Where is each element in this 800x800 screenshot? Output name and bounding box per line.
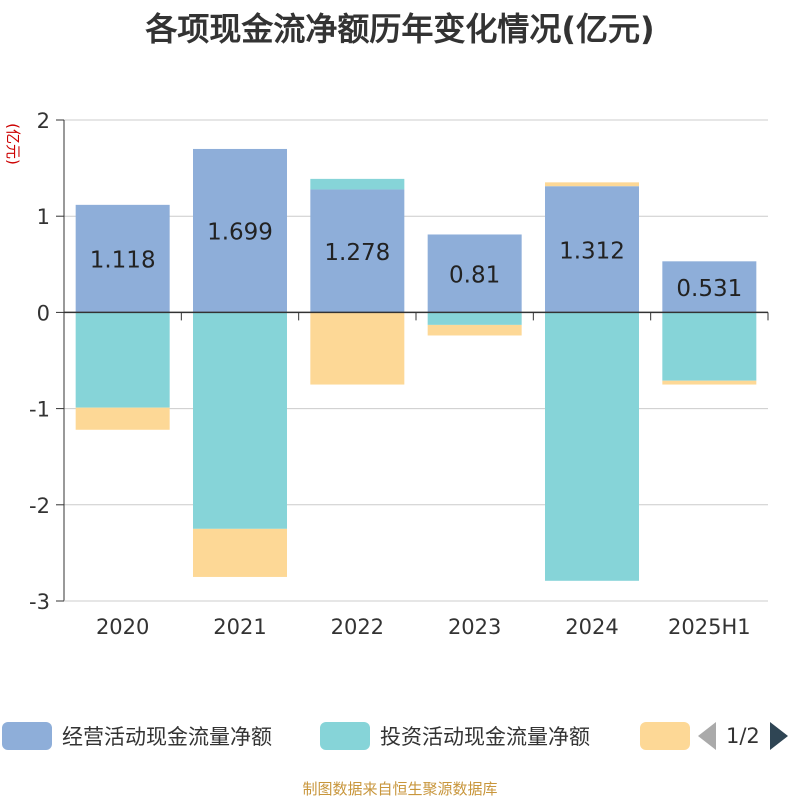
- bar-series0-2021: [193, 148, 287, 313]
- chart-plot: 2 1 0 -1 -2 -3 (亿元) 1.118 1.699 1.278 0.81 1.312 0.5…: [4, 109, 769, 639]
- y-axis-label: (亿元): [4, 123, 22, 165]
- bar-series2-2024: [545, 182, 639, 187]
- legend-next-icon[interactable]: [769, 722, 788, 750]
- bar-series1-2021: [193, 312, 287, 529]
- data-source-note: 制图数据来自恒生聚源数据库: [302, 780, 498, 798]
- bar-series2-2022: [310, 312, 405, 385]
- legend-swatch-investing: [320, 722, 370, 750]
- bar-series2-2021: [193, 528, 287, 577]
- legend-prev-icon[interactable]: [698, 722, 716, 750]
- data-label-2022: 1.278: [324, 240, 390, 266]
- y-tick-label: 2: [37, 109, 50, 133]
- legend-item-operating[interactable]: 经营活动现金流量净额: [2, 716, 272, 756]
- y-tick-label: 1: [37, 205, 50, 229]
- x-tick-label-2021: 2021: [213, 615, 266, 639]
- legend-swatch-operating: [2, 722, 52, 750]
- bar-series1-2023: [427, 312, 522, 325]
- y-tick-label: -3: [29, 590, 50, 614]
- data-label-2020: 1.118: [90, 248, 156, 274]
- bar-series0-2022: [310, 189, 405, 313]
- legend-swatch-third: [640, 722, 690, 750]
- bar-series0-2025H1: [662, 261, 757, 313]
- legend-label-operating: 经营活动现金流量净额: [62, 725, 272, 749]
- y-tick-label: 0: [37, 301, 50, 325]
- data-label-2021: 1.699: [207, 220, 273, 246]
- bar-series2-2025H1: [662, 380, 757, 385]
- bar-series0-2024: [545, 186, 639, 313]
- chart-title: 各项现金流净额历年变化情况(亿元): [145, 10, 655, 48]
- legend-label-investing: 投资活动现金流量净额: [380, 725, 590, 749]
- data-label-2023: 0.81: [449, 262, 500, 288]
- bar-series1-2025H1: [662, 312, 757, 381]
- y-tick-label: -2: [29, 494, 50, 518]
- data-label-2025H1: 0.531: [676, 276, 742, 302]
- bar-series1-2022: [310, 178, 405, 190]
- legend-item-third[interactable]: [640, 716, 700, 756]
- bar-series0-2023: [427, 234, 522, 313]
- bar-series1-2020: [75, 312, 170, 408]
- x-tick-label-2020: 2020: [96, 615, 149, 639]
- x-tick-label-2022: 2022: [331, 615, 384, 639]
- legend-pager: 1/2: [698, 716, 788, 756]
- legend-page-indicator: 1/2: [726, 724, 760, 748]
- data-label-2024: 1.312: [559, 238, 625, 264]
- x-tick-label-2024: 2024: [565, 615, 618, 639]
- bar-series1-2024: [545, 312, 639, 581]
- x-tick-label-2025H1: 2025H1: [668, 615, 751, 639]
- bar-series2-2023: [427, 324, 522, 336]
- y-tick-label: -1: [29, 398, 50, 422]
- bar-series0-2020: [75, 204, 170, 313]
- legend-item-investing[interactable]: 投资活动现金流量净额: [320, 716, 590, 756]
- legend: 经营活动现金流量净额 投资活动现金流量净额 1/2: [0, 716, 800, 756]
- bar-series2-2020: [75, 407, 170, 430]
- x-tick-label-2023: 2023: [448, 615, 501, 639]
